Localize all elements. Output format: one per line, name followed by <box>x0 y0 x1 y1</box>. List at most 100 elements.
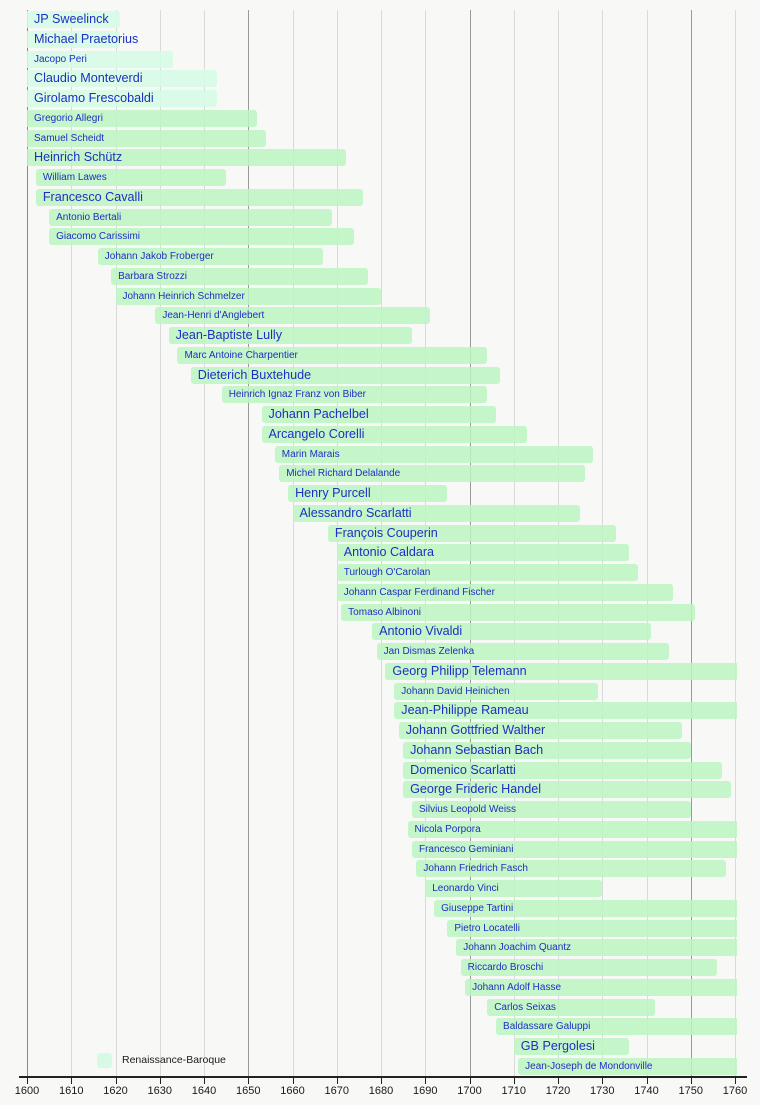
axis-tick-label-1710: 1710 <box>501 1085 526 1097</box>
composer-bar <box>221 386 488 404</box>
composer-bar <box>336 564 638 581</box>
composer-label: Johann Sebastian Bach <box>410 742 544 757</box>
composer-bar <box>27 70 218 88</box>
composer-label: Henry Purcell <box>295 486 371 500</box>
axis-tick-label-1650: 1650 <box>236 1085 261 1097</box>
axis-tick-1750 <box>690 1078 692 1084</box>
composer-bar <box>292 504 581 522</box>
gridline-1630 <box>159 10 161 1077</box>
axis-tick-1700 <box>469 1078 471 1084</box>
axis-tick-label-1750: 1750 <box>678 1085 703 1097</box>
axis-tick-label-1720: 1720 <box>545 1085 571 1097</box>
composer-bar <box>35 169 227 186</box>
composer-bar <box>327 524 616 542</box>
axis-tick-1650 <box>248 1078 250 1084</box>
legend-label: Renaissance-Baroque <box>122 1054 226 1066</box>
composer-label: Johann David Heinichen <box>401 685 510 697</box>
composer-bar <box>447 919 737 937</box>
composer-bar <box>49 228 355 246</box>
axis-tick-label-1690: 1690 <box>413 1085 438 1097</box>
composer-bar <box>460 959 718 976</box>
composer-bar <box>518 1057 737 1075</box>
axis-tick-label-1740: 1740 <box>634 1085 659 1097</box>
composer-bar <box>27 50 174 68</box>
composer-bar <box>279 465 585 483</box>
composer-bar <box>403 741 691 759</box>
composer-label: Johann Jakob Froberger <box>104 251 214 262</box>
composer-bar <box>411 840 737 858</box>
composer-label: Pietro Locatelli <box>454 922 520 934</box>
composer-label: Heinrich Ignaz Franz von Biber <box>228 389 366 401</box>
axis-tick-1630 <box>159 1078 161 1084</box>
axis-tick-label-1630: 1630 <box>147 1085 172 1097</box>
composer-label: Riccardo Broschi <box>467 962 544 973</box>
gridline-1640 <box>204 10 205 1077</box>
gridline-1670 <box>336 10 338 1077</box>
composer-label: Johann Gottfried Walther <box>405 723 546 737</box>
composer-label: Silvius Leopold Weiss <box>418 804 517 815</box>
composer-label: Leonardo Vinci <box>432 883 499 894</box>
axis-tick-label-1600: 1600 <box>14 1085 40 1097</box>
composer-bar <box>27 11 120 28</box>
gridline-1690 <box>425 10 427 1077</box>
composer-bar <box>111 267 368 285</box>
composer-label: Domenico Scarlatti <box>410 762 516 777</box>
composer-bar <box>407 820 737 838</box>
composer-label: GB Pergolesi <box>520 1039 595 1053</box>
axis-tick-1690 <box>425 1078 427 1084</box>
composer-label: Johann Adolf Hasse <box>472 981 562 993</box>
composer-label: Jan Dismas Zelenka <box>383 646 475 657</box>
axis-tick-label-1700: 1700 <box>457 1085 482 1097</box>
x-axis-line <box>19 1076 747 1078</box>
composer-label: William Lawes <box>42 172 107 183</box>
composer-bar <box>97 248 324 265</box>
gridline-1610 <box>71 10 73 1077</box>
composer-label: Dieterich Buxtehude <box>197 367 312 382</box>
composer-bar <box>49 208 333 226</box>
gridline-1720 <box>558 10 559 1077</box>
composer-bar <box>411 801 691 818</box>
composer-bar <box>155 307 430 325</box>
composer-bar <box>394 702 737 720</box>
composer-bar <box>425 880 603 897</box>
composer-bar <box>274 445 594 463</box>
composer-label: Jacopo Peri <box>34 53 87 65</box>
composer-label: Turlough O'Carolan <box>343 567 431 578</box>
composer-label: Claudio Monteverdi <box>34 71 143 86</box>
axis-tick-label-1730: 1730 <box>590 1085 615 1097</box>
composer-bar <box>261 425 528 443</box>
gridline-1730 <box>602 10 604 1077</box>
composer-bar <box>434 899 737 917</box>
gridline-1600 <box>27 10 28 1077</box>
composer-bar <box>456 939 737 957</box>
gridline-1740 <box>646 10 648 1077</box>
composer-label: Marin Marais <box>281 448 340 460</box>
gridline-1680 <box>381 10 382 1077</box>
axis-tick-1740 <box>646 1078 648 1084</box>
composer-bar <box>261 406 497 423</box>
composer-bar <box>376 643 669 660</box>
axis-tick-1640 <box>204 1078 205 1084</box>
axis-tick-1610 <box>71 1078 73 1084</box>
composer-label: Giacomo Carissimi <box>56 231 141 243</box>
legend-swatch-renaissance-baroque <box>97 1052 112 1068</box>
axis-tick-1720 <box>558 1078 559 1084</box>
composer-label: Francesco Geminiani <box>418 843 514 855</box>
legend: Renaissance-Baroque <box>97 1052 226 1068</box>
composer-label: Gregorio Allegri <box>34 112 103 124</box>
composer-label: Alessandro Scarlatti <box>299 505 412 520</box>
gridline-1620 <box>115 10 117 1077</box>
composer-label: Johann Joachim Quantz <box>463 942 572 954</box>
composer-bar <box>496 1018 737 1036</box>
composer-bar <box>288 485 448 502</box>
composer-bar <box>394 682 598 700</box>
composer-label: Girolamo Frescobaldi <box>34 91 154 105</box>
composer-bar <box>403 761 722 779</box>
composer-label: Carlos Seixas <box>494 1001 556 1013</box>
composer-bar <box>385 662 737 680</box>
composer-bar <box>168 327 412 344</box>
composer-label: Heinrich Schütz <box>34 150 123 165</box>
axis-tick-label-1620: 1620 <box>103 1085 128 1097</box>
composer-bar <box>487 998 656 1016</box>
gridline-1760 <box>735 10 736 1077</box>
